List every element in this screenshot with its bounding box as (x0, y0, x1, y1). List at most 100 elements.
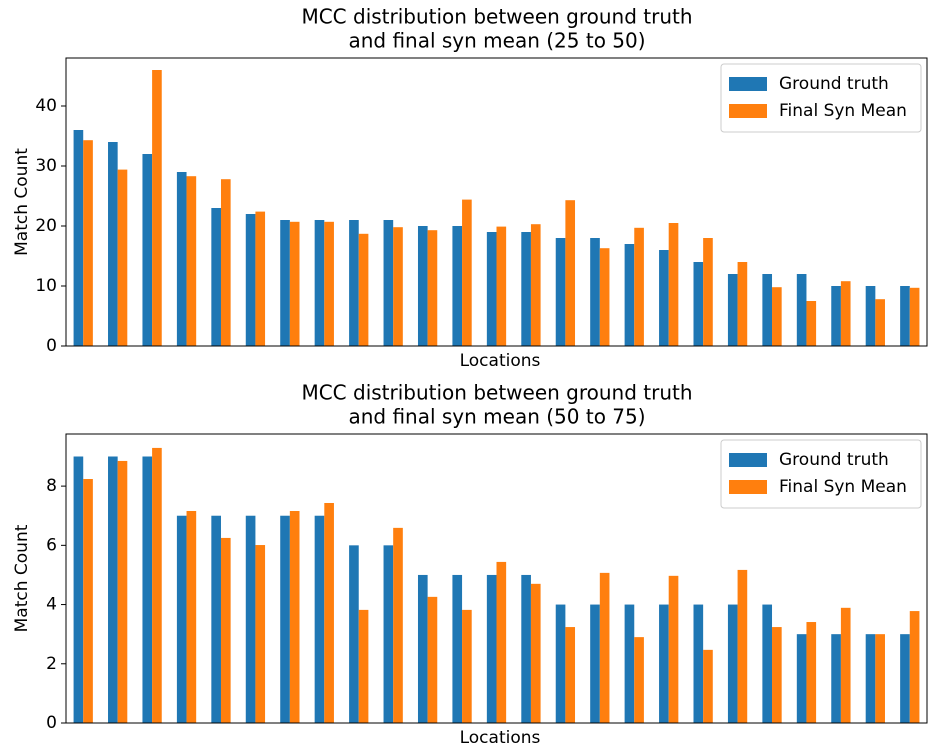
bar (496, 226, 507, 346)
axes-frame (65, 57, 928, 347)
y-tick-label: 20 (35, 216, 57, 236)
bar (314, 515, 325, 723)
legend-label: Ground truth (779, 74, 889, 94)
x-axis-label: Locations (460, 351, 541, 371)
bar (693, 262, 704, 346)
axes-frame (65, 433, 928, 724)
bar (486, 232, 497, 346)
bar (727, 274, 738, 346)
bar (590, 238, 600, 346)
bar (659, 250, 669, 346)
bar (590, 604, 600, 723)
bar (900, 634, 910, 723)
bar (634, 227, 644, 346)
bar (427, 230, 438, 346)
legend-label: Ground truth (779, 450, 889, 470)
bar (73, 456, 84, 723)
bar (555, 604, 566, 723)
bar (255, 211, 266, 346)
legend-swatch (729, 480, 767, 494)
bar (289, 221, 300, 346)
bar (599, 572, 610, 723)
y-tick-label: 4 (46, 595, 57, 615)
chart-title: and final syn mean (50 to 75) (348, 405, 645, 429)
bar (555, 238, 566, 346)
bar (831, 634, 841, 723)
y-tick-label: 6 (46, 535, 57, 555)
bar (427, 596, 438, 723)
bar (176, 172, 187, 346)
y-axis-label: Match Count (12, 524, 32, 632)
bar (108, 142, 118, 346)
bar (796, 274, 807, 346)
y-tick-label: 30 (35, 156, 57, 176)
bar (565, 627, 576, 723)
bar (280, 515, 290, 723)
bar (83, 479, 93, 723)
bar (840, 281, 851, 346)
legend-label: Final Syn Mean (779, 101, 907, 121)
bar (152, 70, 162, 346)
bar (521, 574, 531, 723)
bar (565, 200, 576, 346)
bar (220, 537, 231, 723)
bar (83, 140, 93, 346)
bar (727, 604, 738, 723)
bar (599, 248, 610, 346)
bar (142, 154, 153, 346)
bar (245, 515, 256, 723)
legend-swatch (729, 104, 767, 118)
bar (358, 233, 369, 346)
bar (693, 604, 704, 723)
bar (530, 224, 541, 346)
bar (772, 287, 782, 346)
bar (462, 609, 472, 723)
bar (117, 169, 128, 346)
bar (762, 604, 773, 723)
bar (324, 502, 334, 723)
bar (452, 574, 463, 723)
bar (624, 244, 635, 346)
bar (703, 649, 713, 723)
bar (108, 456, 118, 723)
bar (762, 274, 773, 346)
y-tick-label: 0 (46, 713, 57, 733)
bar (909, 611, 920, 723)
bar (634, 637, 644, 723)
bar (417, 226, 428, 346)
bar (117, 460, 128, 723)
bar (900, 286, 910, 346)
bar (349, 220, 359, 346)
bar (417, 574, 428, 723)
bar (211, 515, 221, 723)
bar (737, 569, 748, 723)
bar (289, 510, 300, 723)
chart-title: and final syn mean (25 to 50) (348, 29, 645, 53)
bar (668, 575, 679, 723)
bar (909, 287, 920, 346)
legend-box (720, 63, 922, 133)
bar (176, 515, 187, 723)
bar (875, 634, 885, 723)
bar (393, 227, 403, 346)
y-axis-label: Match Count (12, 148, 32, 256)
legend-swatch (729, 453, 767, 467)
bar (806, 301, 817, 346)
bar (73, 130, 84, 346)
bar (383, 545, 394, 723)
bar (703, 238, 713, 346)
bar (772, 627, 782, 723)
chart-title: MCC distribution between ground truth (301, 381, 692, 405)
bar (358, 609, 369, 723)
bar (245, 214, 256, 346)
bar (462, 199, 472, 346)
y-tick-label: 40 (35, 96, 57, 116)
y-tick-label: 0 (46, 336, 57, 356)
bar (280, 220, 290, 346)
bar (314, 220, 325, 346)
bar (796, 634, 807, 723)
legend-box (720, 439, 922, 509)
bar (383, 220, 394, 346)
bar (875, 299, 885, 346)
x-axis-label: Locations (460, 728, 541, 748)
